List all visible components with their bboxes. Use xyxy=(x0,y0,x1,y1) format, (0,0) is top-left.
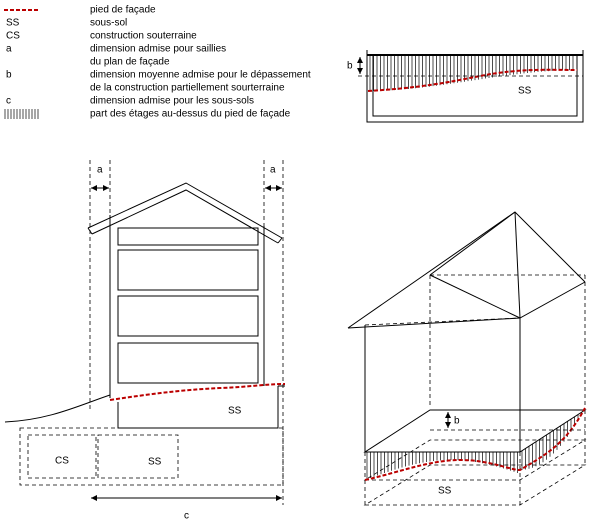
area-label: CS xyxy=(55,456,69,467)
legend: pied de façade SS sous-sol CS construction s… xyxy=(6,5,311,120)
area-label: SS xyxy=(438,486,452,497)
section-diagram: b SS xyxy=(347,50,584,123)
legend-text: dimension admise pour les sous-sols xyxy=(90,96,254,107)
dimension-label: c xyxy=(184,511,189,522)
legend-text: dimension moyenne admise pour le dépasse… xyxy=(90,70,311,81)
legend-text: dimension admise pour saillies xyxy=(90,44,226,55)
dimension-label: b xyxy=(347,61,353,72)
legend-text: du plan de façade xyxy=(90,57,170,68)
legend-text: construction souterraine xyxy=(90,31,197,42)
legend-symbols xyxy=(4,9,39,119)
legend-text: de la construction partiellement sourter… xyxy=(90,83,285,94)
legend-text: pied de façade xyxy=(90,5,156,16)
legend-text: part des étages au-dessus du pied de faç… xyxy=(90,109,291,120)
legend-text: sous-sol xyxy=(90,18,127,29)
dimension-label: a xyxy=(97,165,103,176)
perspective-diagram: b SS xyxy=(347,211,587,506)
dimension-label: a xyxy=(270,165,276,176)
legend-key: SS xyxy=(6,18,20,29)
area-label: SS xyxy=(228,406,242,417)
legend-key: a xyxy=(6,44,12,55)
elevation-diagram: a a SS CS SS c xyxy=(4,160,286,522)
area-label: SS xyxy=(518,86,532,97)
area-label: SS xyxy=(148,457,162,468)
legend-key: b xyxy=(6,70,12,81)
legend-key: c xyxy=(6,96,11,107)
dimension-label: b xyxy=(454,416,460,427)
legend-key: CS xyxy=(6,31,20,42)
